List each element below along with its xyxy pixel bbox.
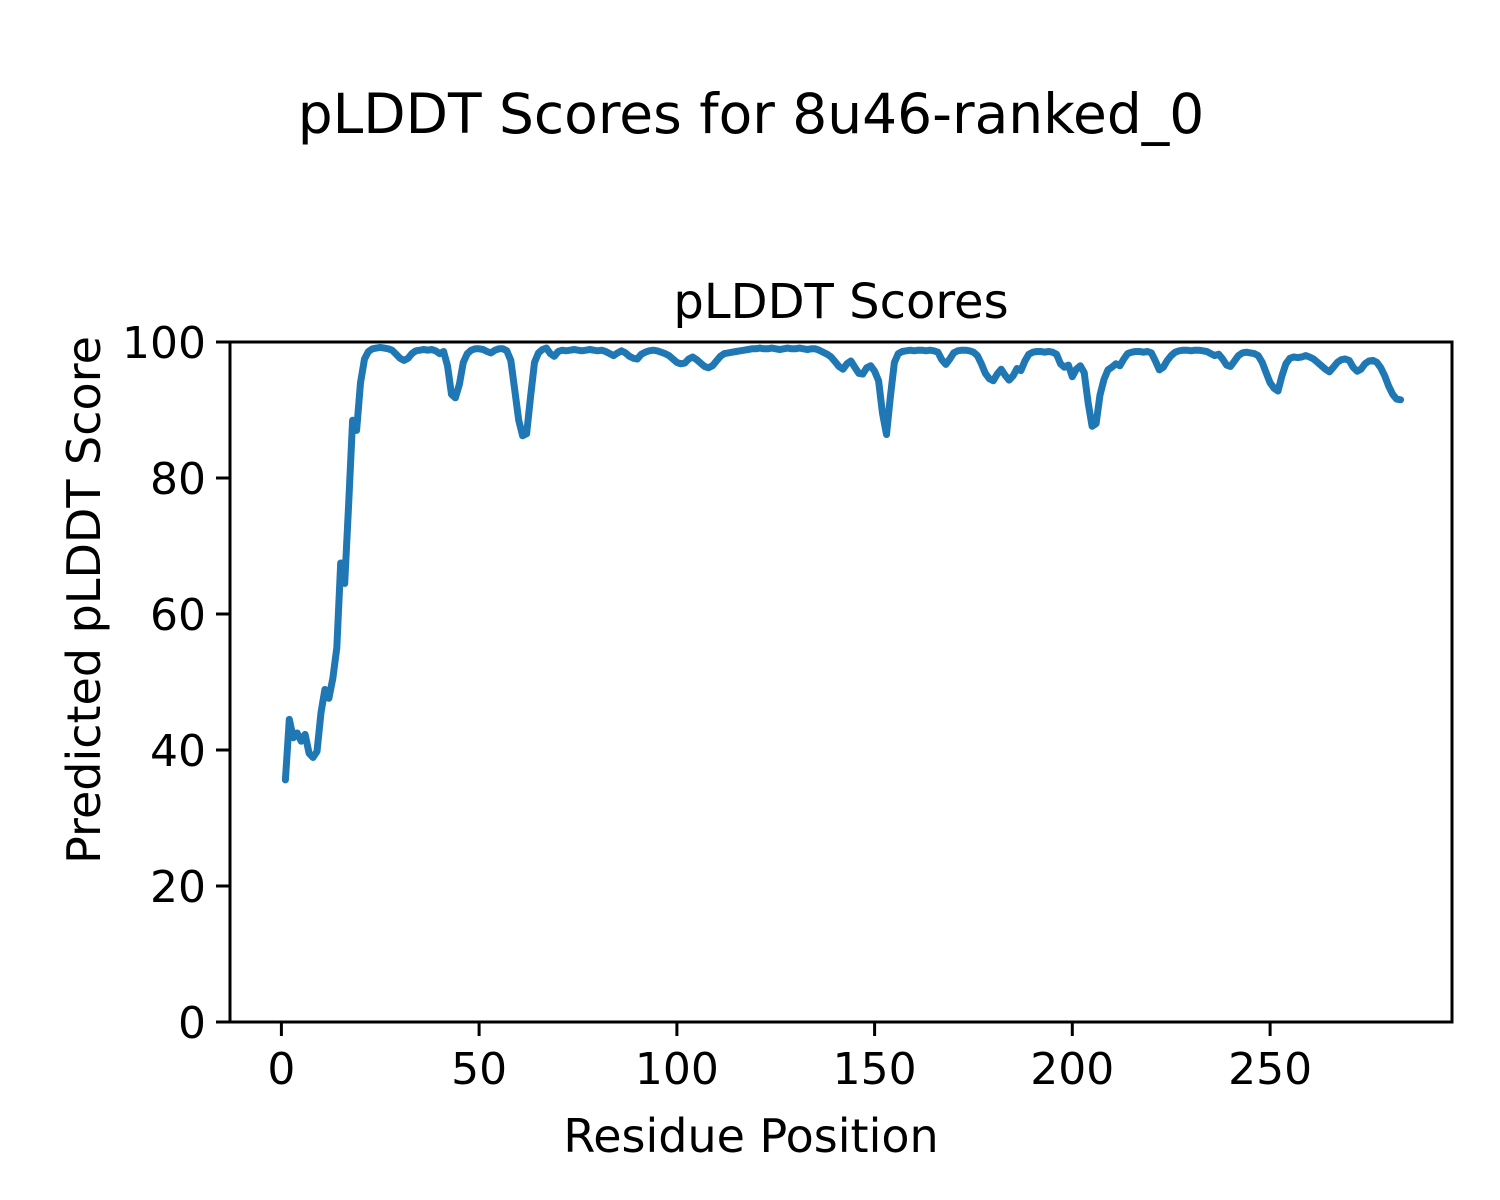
x-axis-label: Residue Position [563,1109,938,1163]
y-tick-label: 60 [150,590,206,641]
y-tick-label: 100 [122,318,206,369]
x-tick-label: 0 [267,1044,295,1095]
figure-title: pLDDT Scores for 8u46-ranked_0 [298,82,1205,146]
y-axis-label: Predicted pLDDT Score [57,336,111,864]
plddt-line-series [281,343,1405,784]
chart-title: pLDDT Scores [673,274,1008,330]
x-tick-label: 50 [451,1044,507,1095]
y-tick-label: 80 [150,454,206,505]
x-axis-ticks: 0 50 100 150 200 250 [267,1022,1312,1095]
plot-area [228,340,1454,1024]
y-axis-ticks: 0 20 40 60 80 100 [122,318,230,1049]
y-tick-label: 40 [150,726,206,777]
x-tick-label: 200 [1030,1044,1114,1095]
x-tick-label: 100 [635,1044,719,1095]
y-tick-label: 20 [150,862,206,913]
y-tick-label: 0 [178,998,206,1049]
x-tick-label: 150 [833,1044,917,1095]
x-tick-label: 250 [1228,1044,1312,1095]
